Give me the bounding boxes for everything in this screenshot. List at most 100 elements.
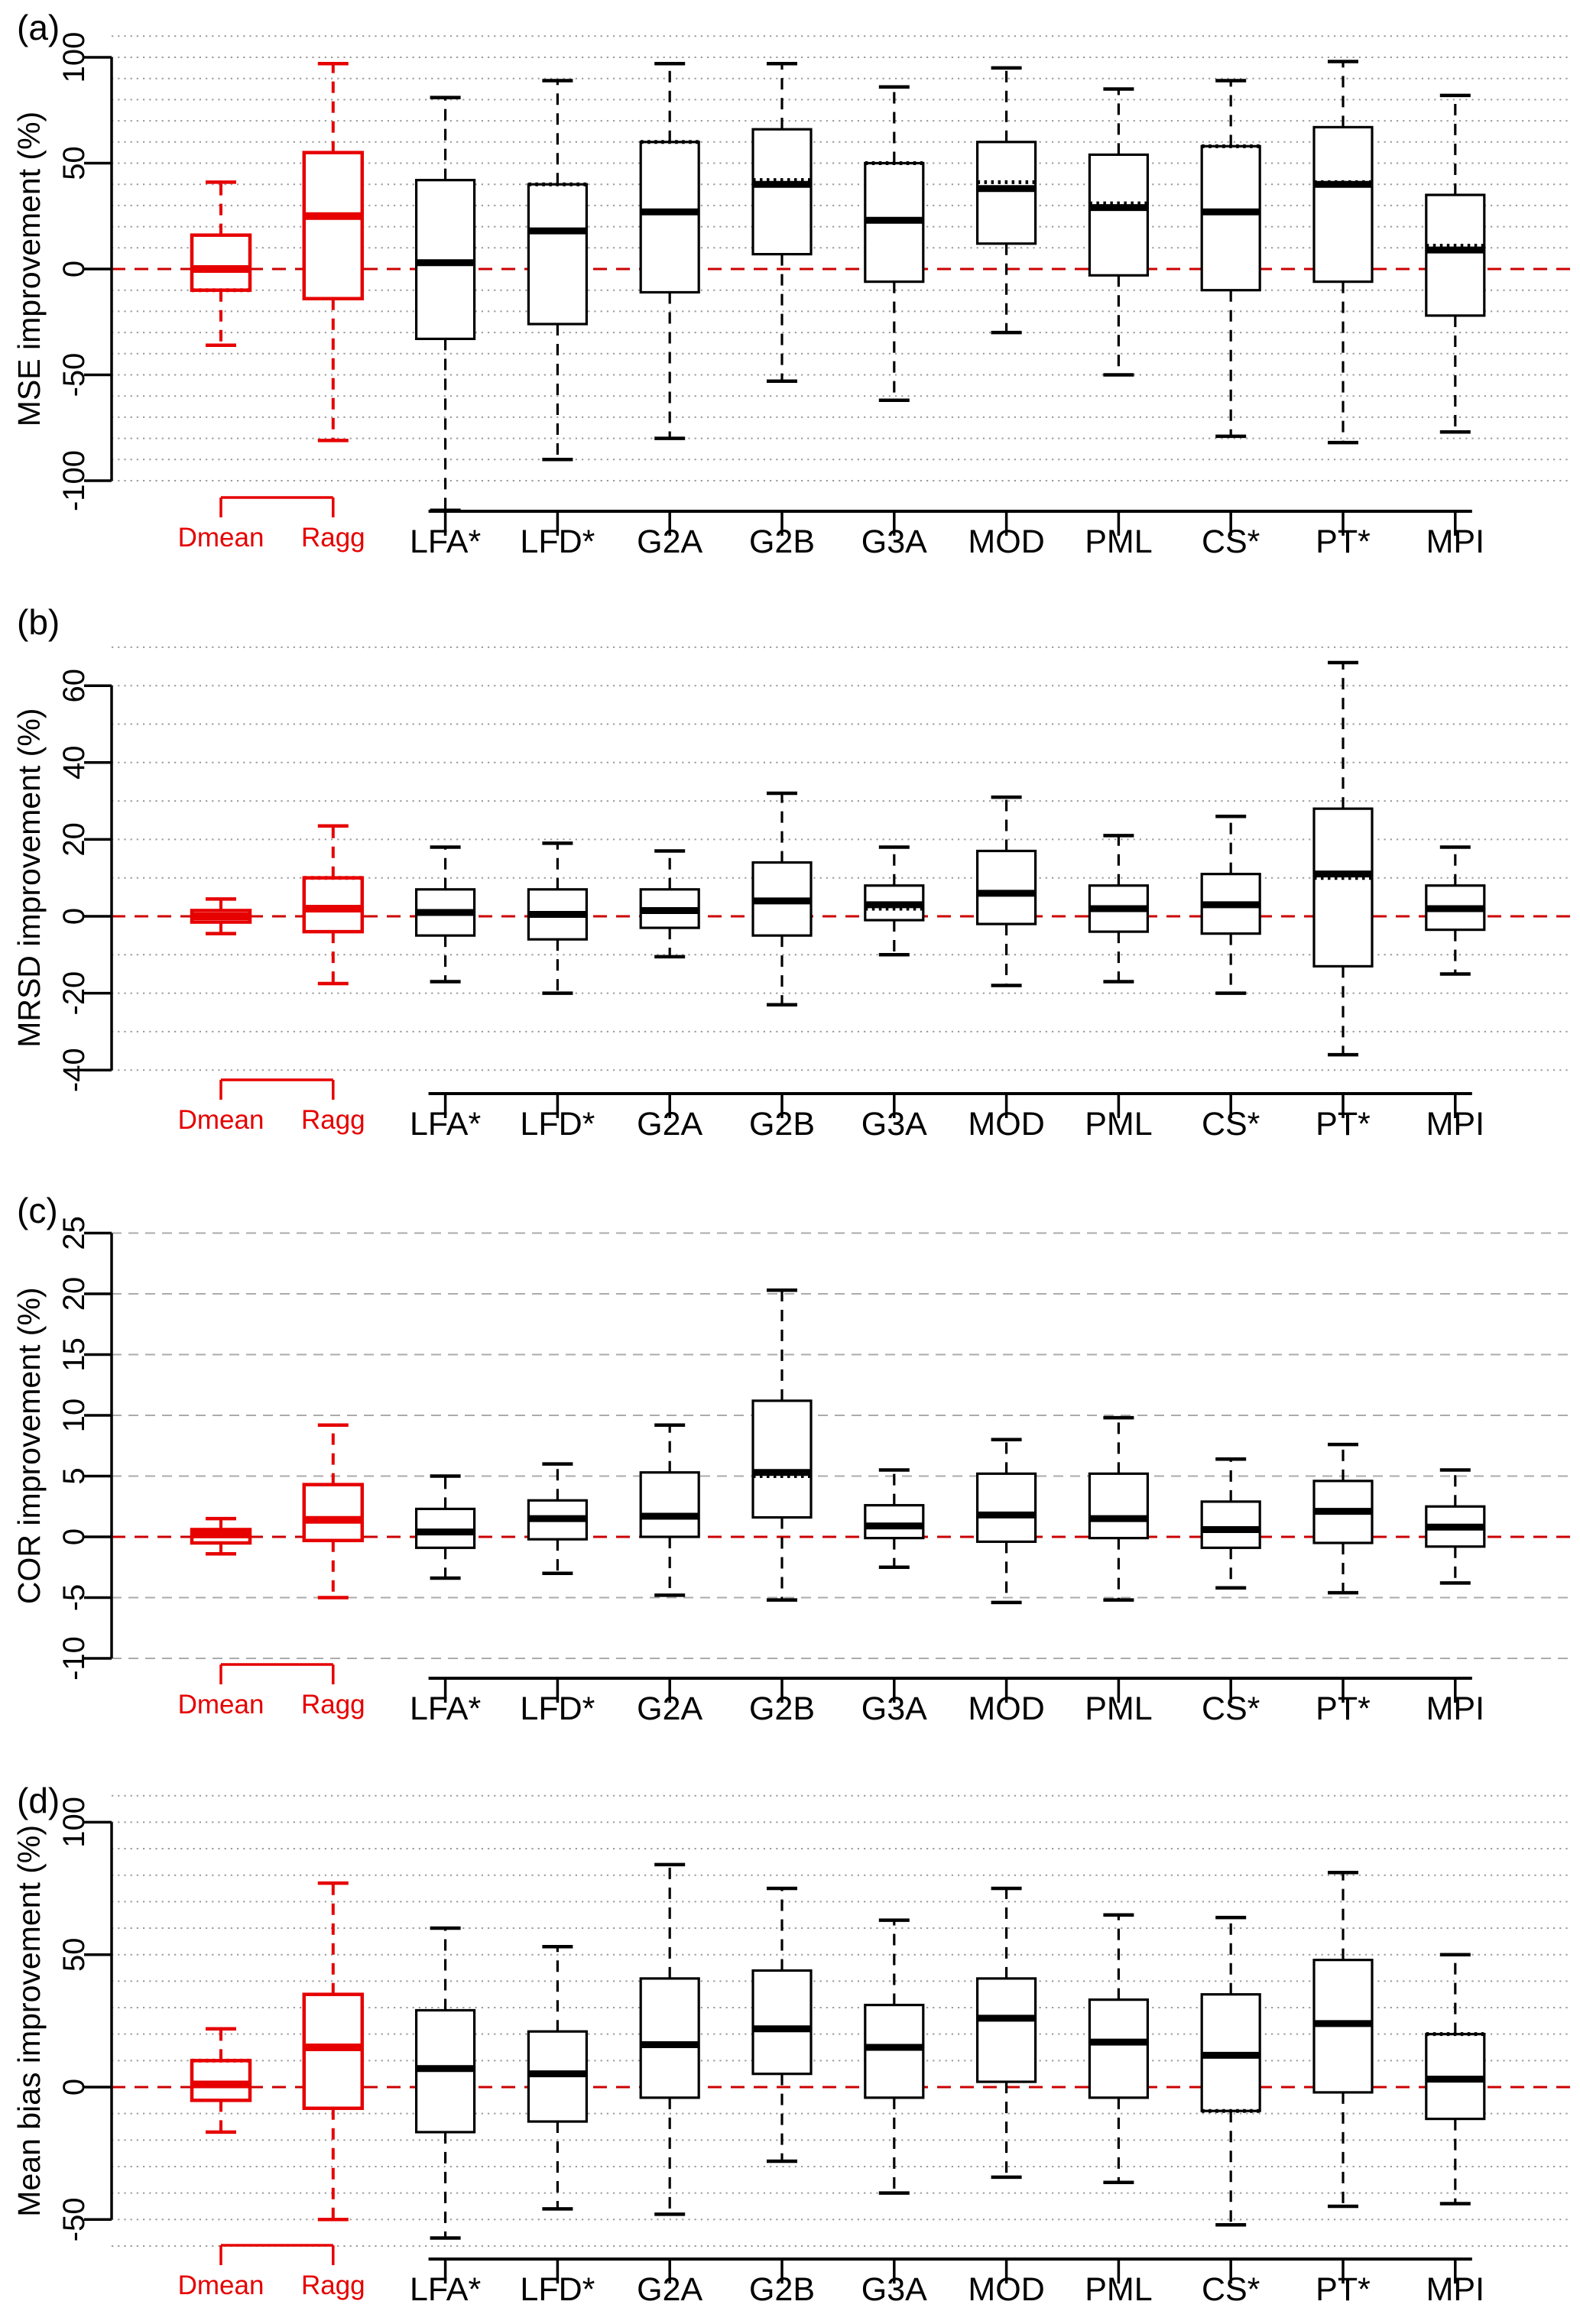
box-Ragg [302,1423,365,1600]
box-LFA* [414,96,476,513]
box-MPI [1425,93,1486,434]
box-MPI [1425,845,1486,976]
svg-text:25: 25 [57,1216,91,1250]
svg-text:LFD*: LFD* [520,2271,595,2308]
gridlines [112,1232,1571,1659]
box-Ragg [302,62,365,442]
box-LFD* [527,841,589,995]
x-axis: Dmean Ragg LFA* LFD* G2A G2B G3A MOD PML CS* PT* MP… [178,2244,1484,2308]
svg-text:0: 0 [57,261,91,277]
svg-text:0: 0 [57,2079,91,2095]
box-G2B [751,1288,813,1602]
box-PT* [1312,1871,1374,2209]
svg-text:50: 50 [57,1937,91,1972]
svg-text:-5: -5 [57,1584,91,1612]
x-axis: Dmean Ragg LFA* LFD* G2A G2B G3A MOD PML CS* PT* MP… [178,496,1484,560]
svg-text:0: 0 [57,1528,91,1545]
svg-text:G2B: G2B [749,523,815,560]
svg-text:Ragg: Ragg [301,2271,365,2300]
box-G3A [864,1918,925,2195]
svg-text:LFA*: LFA* [410,1690,481,1727]
box-PML [1088,1415,1150,1602]
svg-text:-100: -100 [57,450,91,511]
y-axis-title: COR improvement (%) [11,1287,47,1604]
y-axis: -40 -20 0 20 40 60 [57,669,113,1092]
svg-text:60: 60 [57,669,91,703]
box-MOD [975,1438,1037,1605]
svg-text:Ragg: Ragg [301,1690,365,1720]
svg-text:CS*: CS* [1202,1690,1260,1727]
box-G2B [751,791,813,1006]
svg-text:-40: -40 [57,1048,91,1092]
svg-text:15: 15 [57,1337,91,1372]
svg-text:MPI: MPI [1426,2271,1484,2308]
svg-text:MSE improvement (%): MSE improvement (%) [11,112,47,426]
svg-text:-50: -50 [57,2197,91,2241]
svg-text:LFA*: LFA* [410,2271,481,2308]
svg-text:PT*: PT* [1316,1690,1371,1727]
svg-text:20: 20 [57,1277,91,1311]
svg-text:LFD*: LFD* [520,1106,595,1143]
box-CS* [1200,1915,1261,2227]
box-PT* [1312,1442,1374,1595]
svg-text:LFD*: LFD* [520,1690,595,1727]
box-G2B [751,1886,813,2164]
box-Ragg [302,1881,365,2222]
box-Ragg [302,824,365,986]
svg-text:PML: PML [1085,1690,1152,1727]
svg-text:PML: PML [1085,523,1152,560]
box-CS* [1200,1457,1261,1590]
panel-a: -100 -50 0 50 100 MSE improvement (%) (a) Dmean… [11,8,1571,560]
svg-text:CS*: CS* [1202,523,1260,560]
svg-text:G3A: G3A [861,2271,927,2308]
svg-text:MPI: MPI [1426,1106,1484,1143]
svg-text:40: 40 [57,746,91,780]
box-G2B [751,62,813,384]
svg-text:0: 0 [57,908,91,925]
panel-b: -40 -20 0 20 40 60 MRSD improvement (%) (b) Dmea… [11,602,1571,1143]
panel-letter: (c) [17,1191,58,1230]
box-Dmean [190,180,252,347]
svg-text:(d): (d) [17,1781,60,1820]
svg-text:(a): (a) [17,8,60,47]
svg-text:-50: -50 [57,353,91,397]
svg-text:G2A: G2A [637,1690,702,1727]
svg-text:(c): (c) [17,1191,58,1230]
y-axis: -50 0 50 100 [57,1797,113,2241]
svg-text:MOD: MOD [968,2271,1044,2308]
svg-text:LFD*: LFD* [520,523,595,560]
box-G2A [639,62,700,440]
box-PT* [1312,60,1374,445]
box-MOD [975,66,1037,335]
y-axis: -100 -50 0 50 100 [57,32,113,511]
svg-text:Dmean: Dmean [178,1690,264,1720]
svg-text:-10: -10 [57,1636,91,1681]
svg-text:Dmean: Dmean [178,2271,264,2300]
svg-text:LFA*: LFA* [410,1106,481,1143]
svg-text:Dmean: Dmean [178,523,264,553]
svg-text:PT*: PT* [1316,1106,1371,1143]
box-G3A [864,85,925,402]
box-PML [1088,87,1150,377]
svg-text:5: 5 [57,1467,91,1484]
box-G2A [639,1862,700,2216]
svg-text:G2A: G2A [637,2271,702,2308]
box-Dmean [190,1516,252,1556]
box-MOD [975,1886,1037,2180]
svg-text:(b): (b) [17,602,60,642]
panel-c: -10 -5 0 5 10 15 20 25 COR improvement (%) (c) Dme… [11,1191,1571,1727]
svg-text:PML: PML [1085,2271,1152,2308]
y-axis-title: MRSD improvement (%) [11,708,47,1048]
svg-text:Ragg: Ragg [301,523,365,553]
svg-text:PML: PML [1085,1106,1152,1143]
svg-text:50: 50 [57,146,91,180]
svg-text:COR improvement (%): COR improvement (%) [11,1287,47,1604]
svg-text:LFA*: LFA* [410,523,481,560]
box-MPI [1425,1953,1486,2206]
box-LFA* [414,845,476,984]
box-LFD* [527,1462,589,1575]
x-axis: Dmean Ragg LFA* LFD* G2A G2B G3A MOD PML CS* PT* MP… [178,1663,1484,1727]
svg-text:G2B: G2B [749,1106,815,1143]
panel-letter: (b) [17,602,60,642]
